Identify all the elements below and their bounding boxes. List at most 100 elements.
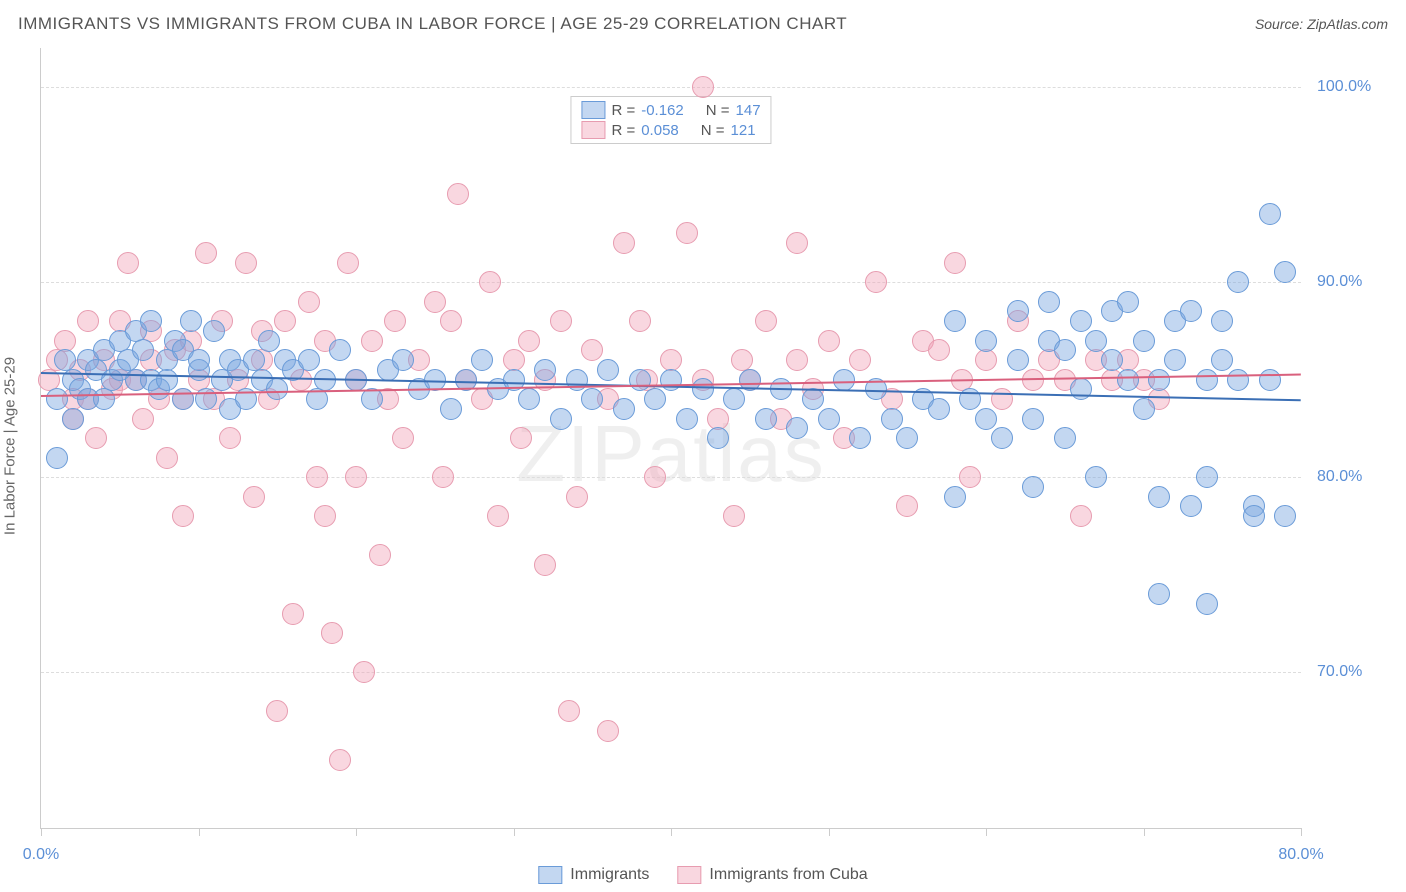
scatter-point <box>644 388 666 410</box>
scatter-point <box>1117 369 1139 391</box>
legend-row-blue: R = -0.162 N = 147 <box>581 100 760 120</box>
scatter-point <box>156 447 178 469</box>
scatter-point <box>77 310 99 332</box>
scatter-point <box>195 242 217 264</box>
legend-row-pink: R = 0.058 N = 121 <box>581 120 760 140</box>
scatter-point <box>424 291 446 313</box>
scatter-point <box>534 554 556 576</box>
x-tick-mark <box>986 828 987 836</box>
scatter-point <box>755 310 777 332</box>
scatter-point <box>991 427 1013 449</box>
scatter-point <box>975 330 997 352</box>
scatter-point <box>1196 593 1218 615</box>
scatter-point <box>518 330 540 352</box>
scatter-point <box>440 310 462 332</box>
scatter-point <box>479 271 501 293</box>
scatter-point <box>1196 369 1218 391</box>
scatter-point <box>723 505 745 527</box>
scatter-point <box>629 310 651 332</box>
scatter-point <box>361 330 383 352</box>
scatter-point <box>818 408 840 430</box>
scatter-point <box>959 466 981 488</box>
scatter-point <box>156 369 178 391</box>
scatter-point <box>46 447 68 469</box>
legend-r-label: R = <box>611 122 635 139</box>
scatter-point <box>392 427 414 449</box>
scatter-point <box>991 388 1013 410</box>
y-tick-label: 80.0% <box>1317 468 1387 486</box>
scatter-point <box>1180 300 1202 322</box>
scatter-point <box>180 310 202 332</box>
scatter-point <box>1070 310 1092 332</box>
scatter-point <box>597 720 619 742</box>
legend-r-blue: -0.162 <box>641 102 684 119</box>
scatter-point <box>1259 369 1281 391</box>
scatter-point <box>613 232 635 254</box>
scatter-point <box>258 330 280 352</box>
scatter-point <box>1274 505 1296 527</box>
scatter-point <box>550 408 572 430</box>
y-tick-label: 90.0% <box>1317 273 1387 291</box>
scatter-point <box>707 427 729 449</box>
scatter-point <box>62 408 84 430</box>
scatter-point <box>1164 349 1186 371</box>
scatter-point <box>172 388 194 410</box>
scatter-point <box>188 349 210 371</box>
scatter-point <box>314 505 336 527</box>
legend-r-label: R = <box>611 102 635 119</box>
scatter-point <box>928 398 950 420</box>
scatter-point <box>510 427 532 449</box>
scatter-point <box>487 505 509 527</box>
plot-area: ZIPatlas R = -0.162 N = 147 R = 0.058 N … <box>40 48 1301 829</box>
scatter-point <box>306 466 328 488</box>
x-tick-mark <box>1301 828 1302 836</box>
scatter-point <box>46 388 68 410</box>
scatter-point <box>392 349 414 371</box>
scatter-point <box>471 349 493 371</box>
gridline <box>41 477 1301 478</box>
scatter-point <box>321 622 343 644</box>
legend-n-blue: 147 <box>736 102 761 119</box>
legend-label: Immigrants from Cuba <box>709 866 867 884</box>
scatter-point <box>447 183 469 205</box>
x-tick-mark <box>514 828 515 836</box>
scatter-point <box>1211 310 1233 332</box>
x-tick-mark <box>356 828 357 836</box>
legend-item: Immigrants <box>538 866 649 884</box>
scatter-point <box>566 486 588 508</box>
scatter-point <box>369 544 391 566</box>
legend-item: Immigrants from Cuba <box>677 866 867 884</box>
scatter-point <box>1070 505 1092 527</box>
scatter-point <box>581 388 603 410</box>
scatter-point <box>534 359 556 381</box>
scatter-point <box>1054 427 1076 449</box>
scatter-point <box>581 339 603 361</box>
scatter-point <box>203 320 225 342</box>
scatter-point <box>1038 291 1060 313</box>
x-tick-label: 0.0% <box>23 846 59 864</box>
series-legend: Immigrants Immigrants from Cuba <box>538 866 867 884</box>
scatter-point <box>692 76 714 98</box>
scatter-point <box>384 310 406 332</box>
x-tick-mark <box>41 828 42 836</box>
scatter-point <box>298 291 320 313</box>
scatter-point <box>432 466 454 488</box>
y-axis-label: In Labor Force | Age 25-29 <box>2 357 19 535</box>
scatter-point <box>1259 203 1281 225</box>
legend-swatch <box>677 866 701 884</box>
scatter-point <box>298 349 320 371</box>
scatter-point <box>282 603 304 625</box>
scatter-point <box>944 252 966 274</box>
scatter-point <box>1070 378 1092 400</box>
scatter-point <box>928 339 950 361</box>
scatter-point <box>865 271 887 293</box>
scatter-point <box>172 505 194 527</box>
scatter-point <box>755 408 777 430</box>
scatter-point <box>235 252 257 274</box>
scatter-point <box>849 427 871 449</box>
scatter-point <box>1022 408 1044 430</box>
scatter-point <box>849 349 871 371</box>
swatch-blue <box>581 101 605 119</box>
scatter-point <box>85 427 107 449</box>
x-tick-mark <box>829 828 830 836</box>
